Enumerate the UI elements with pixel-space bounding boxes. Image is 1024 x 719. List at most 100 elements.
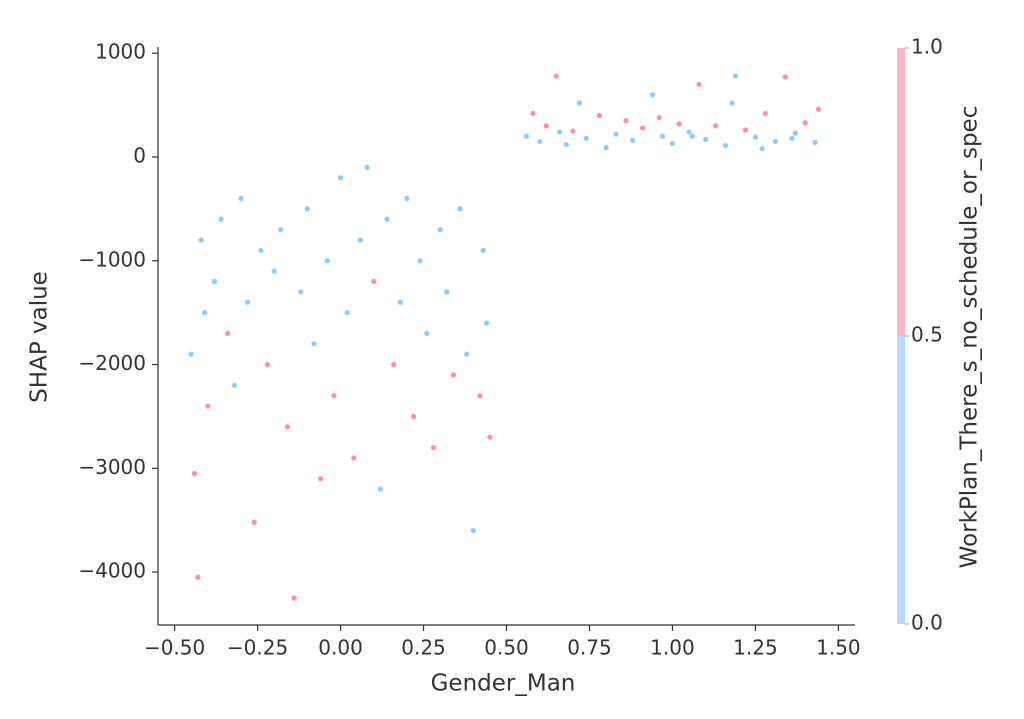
point: [689, 133, 695, 139]
point: [782, 74, 788, 80]
colorbar-segment: [897, 336, 905, 624]
y-tick-label: −2000: [78, 351, 146, 375]
y-tick-label: −3000: [78, 455, 146, 479]
point: [722, 142, 729, 149]
point: [537, 138, 543, 145]
point: [298, 289, 304, 295]
point: [696, 81, 702, 87]
point: [225, 330, 231, 337]
point: [371, 278, 377, 285]
point: [384, 216, 390, 222]
point: [752, 134, 759, 140]
point: [802, 120, 808, 126]
point: [557, 129, 563, 135]
point: [311, 341, 317, 347]
point: [583, 135, 589, 141]
x-tick-label: 0.25: [401, 636, 446, 660]
point: [424, 330, 430, 337]
point: [324, 258, 330, 264]
colorbar-segment: [897, 48, 905, 336]
point: [351, 455, 357, 461]
point: [630, 137, 636, 143]
point: [703, 136, 709, 142]
y-axis-label: SHAP value: [27, 271, 53, 403]
point: [404, 195, 410, 202]
point: [762, 110, 768, 117]
point: [444, 289, 450, 295]
point: [563, 141, 569, 148]
point: [676, 121, 682, 127]
point: [570, 128, 576, 134]
point: [201, 310, 208, 316]
point: [191, 470, 198, 477]
point: [686, 129, 692, 135]
y-tick-label: 0: [133, 143, 146, 167]
x-tick-label: 0.50: [484, 636, 529, 660]
colorbar-label: WorkPlan_There_s_no_schedule_or_spec: [957, 106, 983, 569]
point: [523, 133, 530, 139]
point: [613, 131, 619, 137]
point: [258, 247, 264, 253]
point: [623, 118, 629, 124]
point: [759, 146, 765, 152]
point: [812, 139, 818, 146]
point: [789, 135, 795, 141]
colorbar-tick-label: 0.0: [911, 611, 943, 635]
point: [639, 125, 646, 131]
point: [713, 123, 719, 129]
point: [530, 110, 536, 117]
point: [264, 361, 271, 368]
point: [480, 247, 486, 253]
x-tick-label: 1.50: [816, 636, 861, 660]
point: [669, 140, 676, 147]
point: [487, 434, 493, 440]
point: [271, 268, 277, 274]
point: [437, 227, 443, 233]
point: [649, 92, 656, 98]
point: [218, 216, 224, 222]
point: [291, 595, 297, 601]
y-tick-label: −1000: [78, 247, 146, 271]
point: [318, 476, 324, 482]
point: [231, 382, 237, 388]
x-axis-label: Gender_Man: [431, 671, 576, 697]
point: [729, 100, 735, 106]
point: [450, 372, 456, 378]
point: [464, 351, 470, 357]
point: [603, 145, 609, 151]
y-tick-label: −4000: [78, 559, 146, 583]
point: [470, 527, 476, 534]
point: [344, 310, 350, 316]
point: [337, 175, 344, 181]
point: [483, 320, 490, 326]
point: [188, 351, 194, 357]
x-tick-label: −0.50: [144, 636, 205, 660]
point: [245, 299, 251, 305]
point: [477, 393, 483, 399]
point: [659, 133, 666, 139]
point: [331, 393, 337, 399]
x-tick-label: 0.75: [567, 636, 612, 660]
point: [430, 444, 437, 451]
colorbar-tick-label: 1.0: [911, 35, 943, 59]
point: [304, 206, 310, 212]
point: [792, 130, 798, 136]
x-tick-label: 1.00: [650, 636, 695, 660]
point: [377, 486, 383, 492]
point: [364, 164, 370, 170]
point: [553, 73, 559, 79]
point: [238, 195, 244, 202]
point: [278, 227, 284, 233]
point: [596, 112, 603, 119]
point: [211, 278, 218, 285]
point: [576, 100, 583, 106]
colorbar-tick-label: 0.5: [911, 323, 943, 347]
y-tick-label: 1000: [95, 40, 146, 64]
point: [195, 574, 201, 580]
point: [543, 123, 549, 129]
point: [656, 114, 662, 121]
point: [732, 73, 739, 79]
point: [410, 413, 417, 420]
x-tick-label: 0.00: [318, 636, 363, 660]
